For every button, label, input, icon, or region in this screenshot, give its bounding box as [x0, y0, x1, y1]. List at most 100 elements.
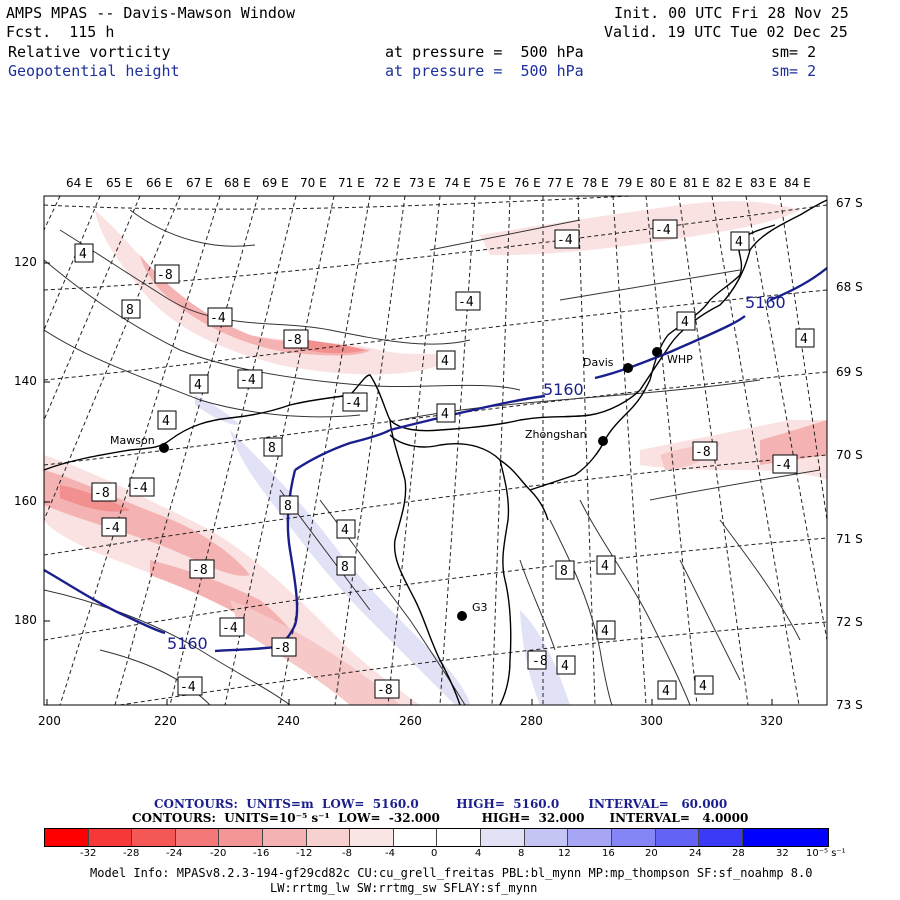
vort-label: -4 [129, 477, 155, 497]
lon-label: 84 E [784, 176, 811, 190]
lon-label: 64 E [66, 176, 93, 190]
vort-label: -8 [374, 679, 400, 699]
field2-level: at pressure = 500 hPa [385, 62, 584, 80]
svg-text:8: 8 [560, 564, 568, 579]
y-tick-label: 140 [14, 374, 37, 388]
vort-label: -4 [207, 307, 233, 327]
svg-text:4: 4 [735, 235, 743, 250]
colorbar-tick: 28 [732, 848, 745, 859]
svg-text:4: 4 [561, 659, 569, 674]
station-mawson-marker[interactable] [159, 443, 169, 453]
svg-text:4: 4 [194, 378, 202, 393]
graticule [44, 196, 827, 705]
vort-label: 8 [263, 437, 283, 457]
vort-label: 4 [676, 311, 696, 331]
svg-text:-8: -8 [157, 268, 173, 283]
graticule-line [44, 454, 827, 556]
lat-label: 70 S [836, 448, 863, 462]
map-border [43, 195, 828, 706]
svg-text:-4: -4 [240, 373, 256, 388]
colorbar-bin [699, 829, 743, 846]
svg-text:8: 8 [341, 560, 349, 575]
lon-label: 80 E [650, 176, 677, 190]
coastline-path [44, 199, 827, 471]
lat-label: 68 S [836, 280, 863, 294]
vort-label: 4 [189, 374, 209, 394]
svg-text:4: 4 [601, 559, 609, 574]
svg-text:-4: -4 [210, 311, 226, 326]
valid-time: Valid. 19 UTC Tue 02 Dec 25 [604, 23, 848, 41]
vort-label: 8 [336, 556, 356, 576]
vorticity-contour [559, 269, 741, 301]
field1-name: Relative vorticity [8, 43, 171, 61]
vorticity-contour [129, 209, 256, 247]
svg-text:-8: -8 [695, 445, 711, 460]
height-label: 5160 [543, 380, 584, 399]
svg-text:4: 4 [681, 315, 689, 330]
lon-label: 78 E [582, 176, 609, 190]
colorbar-tick: 24 [689, 848, 702, 859]
x-tick-label: 260 [399, 714, 422, 728]
station-davis-marker[interactable] [623, 363, 633, 373]
colorbar-bin [437, 829, 482, 846]
graticule-line [44, 537, 827, 641]
colorbar-tick: 8 [518, 848, 525, 859]
lat-label: 72 S [836, 615, 863, 629]
colorbar-bin [568, 829, 612, 846]
colorbar-bin [785, 829, 828, 846]
height-contour-5160 [389, 394, 546, 432]
colorbar-tick: -28 [123, 848, 140, 859]
station-g3-marker[interactable] [457, 611, 467, 621]
svg-text:-4: -4 [222, 621, 238, 636]
colorbar-tick: 32 [776, 848, 789, 859]
lat-label: 73 S [836, 698, 863, 712]
graticule-line [44, 371, 827, 466]
coastline-path [389, 419, 461, 705]
colorbar [44, 828, 829, 847]
station-whp-marker[interactable] [652, 347, 662, 357]
height-contour-info: CONTOURS: UNITS=m LOW= 5160.0 HIGH= 5160… [154, 797, 728, 811]
x-tick-label: 300 [640, 714, 663, 728]
axis-ticks [44, 262, 773, 705]
coastline-path [389, 434, 549, 521]
map-title: AMPS MPAS -- Davis-Mawson Window [6, 4, 295, 22]
vort-label: -8 [189, 559, 215, 579]
vort-label: -4 [554, 229, 580, 249]
svg-text:-8: -8 [274, 641, 290, 656]
vort-label: -4 [455, 291, 481, 311]
lon-label: 81 E [683, 176, 710, 190]
colorbar-bin [524, 829, 569, 846]
x-tick-label: 240 [277, 714, 300, 728]
x-tick-label: 200 [38, 714, 61, 728]
svg-text:-4: -4 [104, 521, 120, 536]
vorticity-labels: 4 -8 8 -4 -8 4 -4 4 4 -4 -4 4 -4 4 4 4 -… [74, 219, 815, 700]
height-contour-5160 [44, 568, 166, 635]
colorbar-tick: 20 [645, 848, 658, 859]
svg-text:-8: -8 [286, 333, 302, 348]
vorticity-contour [679, 559, 741, 681]
station-label: G3 [472, 601, 488, 614]
vort-label: 4 [436, 403, 456, 423]
lon-label: 71 E [338, 176, 365, 190]
svg-text:-8: -8 [192, 563, 208, 578]
colorbar-bin [742, 829, 786, 846]
vort-label: -8 [91, 482, 117, 502]
svg-text:-8: -8 [377, 683, 393, 698]
graticule-line [44, 204, 827, 291]
graticule-line [491, 196, 511, 705]
graticule-line [711, 196, 800, 705]
height-contours [44, 267, 827, 653]
vorticity-contour [59, 229, 471, 345]
station-label: Davis [583, 356, 614, 369]
vort-label: 4 [596, 555, 616, 575]
station-zhongshan-marker[interactable] [598, 436, 608, 446]
lon-label: 79 E [617, 176, 644, 190]
lon-label: 66 E [146, 176, 173, 190]
forecast-hour: Fcst. 115 h [6, 23, 115, 41]
colorbar-bin [263, 829, 307, 846]
lon-label: 67 E [186, 176, 213, 190]
svg-text:4: 4 [162, 414, 170, 429]
graticule-line [645, 196, 698, 705]
vort-label: 4 [436, 350, 456, 370]
